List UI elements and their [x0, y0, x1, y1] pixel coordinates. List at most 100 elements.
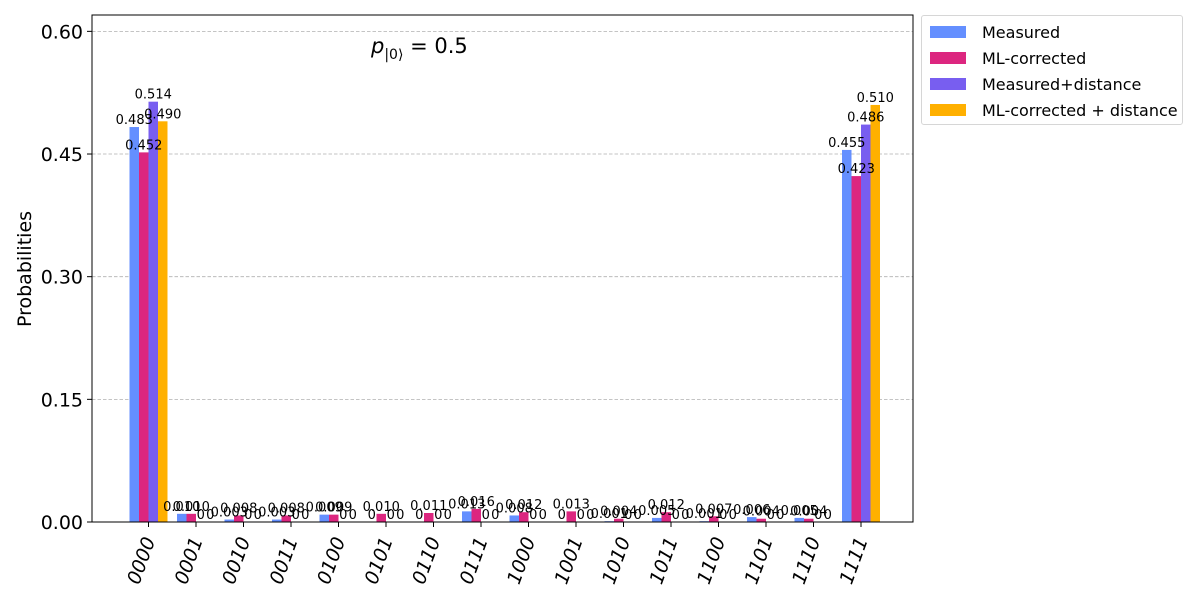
bar-measured	[272, 519, 282, 522]
y-tick-label: 0.60	[41, 21, 83, 43]
bar-measured	[747, 517, 757, 522]
data-label: 0.005	[638, 504, 675, 519]
legend-swatch	[930, 78, 966, 90]
y-tick-label: 0.15	[41, 389, 83, 411]
plot-frame	[91, 14, 914, 523]
x-tick-label: 1010	[598, 534, 635, 587]
bar-ml-corrected	[756, 518, 766, 522]
data-label: 0	[301, 508, 309, 523]
bar-ml-corrected	[709, 516, 719, 522]
data-label: 0.009	[306, 501, 343, 516]
bar-ml-corrected	[851, 176, 861, 522]
data-label: 0.010	[163, 500, 200, 515]
data-label: 0	[292, 508, 300, 523]
bar-ml-corrected	[566, 511, 576, 522]
data-label: 0	[824, 508, 832, 523]
data-label: 0.003	[211, 506, 248, 521]
data-label: 0	[349, 508, 357, 523]
x-tick-label: 1001	[550, 534, 587, 587]
data-label: 0.008	[220, 501, 257, 516]
x-tick-label: 1101	[740, 534, 777, 587]
data-label: 0.006	[733, 503, 770, 518]
data-label: 0.486	[847, 111, 884, 126]
bar-ml-corrected	[329, 514, 339, 522]
data-label: 0	[681, 508, 689, 523]
y-tick-label: 0.45	[41, 144, 83, 166]
bar-ml-corrected	[234, 515, 244, 522]
data-label: 0	[586, 508, 594, 523]
data-label: 0	[491, 508, 499, 523]
legend-swatch	[930, 52, 966, 64]
data-label: 0.483	[116, 113, 153, 128]
data-label: 0	[444, 508, 452, 523]
probability-annotation: p|0⟩ = 0.5	[370, 34, 468, 63]
bar-measured	[509, 515, 519, 522]
data-label: 0.005	[781, 504, 818, 519]
legend-entry: Measured+distance	[930, 71, 1174, 97]
bar-measured	[177, 513, 187, 522]
data-label: 0.008	[268, 501, 305, 516]
bar-ml-corrected	[376, 513, 386, 522]
data-label: 0	[482, 508, 490, 523]
x-tick-label: 1111	[835, 534, 872, 587]
bars	[129, 101, 880, 523]
x-tick-label: 1100	[693, 534, 730, 587]
x-tick-label: 1110	[788, 534, 825, 587]
data-label: 0.001	[591, 507, 628, 522]
bar-ml-corrected	[281, 515, 291, 522]
bar-ml-corrected	[471, 508, 481, 522]
data-label: 0	[368, 508, 376, 523]
x-tick-label: 1000	[503, 534, 540, 587]
bar-measured-distance	[861, 124, 871, 522]
data-label: 0	[729, 508, 737, 523]
data-label: 0.455	[828, 136, 865, 151]
data-label: 0.423	[838, 162, 875, 177]
annotation-rest: = 0.5	[403, 34, 467, 58]
bar-ml-corrected-distance	[870, 104, 880, 523]
bar-ml-corrected	[519, 512, 529, 522]
bar-ml-corrected	[614, 518, 624, 522]
data-label: 0	[339, 508, 347, 523]
legend-entry: Measured	[930, 19, 1174, 45]
y-axis-label: Probabilities	[14, 211, 36, 327]
legend-swatch	[930, 26, 966, 38]
x-tick-label: 0011	[265, 534, 302, 587]
data-label: 0.452	[125, 138, 162, 153]
data-label: 0.001	[686, 507, 723, 522]
data-label: 0	[197, 508, 205, 523]
data-label: 0	[814, 508, 822, 523]
x-tick-label: 0101	[360, 534, 397, 587]
annotation-main: p	[370, 34, 384, 58]
x-tick-label: 0111	[455, 534, 492, 587]
x-tick-label: 0001	[170, 534, 207, 587]
data-label: 0.010	[173, 500, 210, 515]
gridlines	[92, 30, 913, 400]
bar-measured-distance	[148, 101, 158, 522]
data-label: 0.004	[790, 505, 827, 520]
data-label: 0	[672, 508, 680, 523]
data-label: 0	[254, 508, 262, 523]
x-tick-label: 1011	[645, 534, 682, 587]
data-label: 0	[396, 508, 404, 523]
data-label: 0.016	[458, 495, 495, 510]
data-label: 0	[767, 508, 775, 523]
data-label: 0.010	[363, 500, 400, 515]
data-label: 0	[776, 508, 784, 523]
data-label: 0.013	[448, 497, 485, 512]
bar-ml-corrected	[661, 512, 671, 522]
data-label: 0.008	[496, 501, 533, 516]
data-label: 0	[577, 508, 585, 523]
data-label: 0	[387, 508, 395, 523]
data-label: 0	[415, 508, 423, 523]
data-label: 0	[434, 508, 442, 523]
x-tick-label: 0110	[408, 534, 445, 587]
legend-swatch	[930, 104, 966, 116]
bar-ml-corrected-distance	[158, 121, 168, 522]
bar-ml-corrected	[139, 152, 149, 522]
data-label: 0.004	[743, 505, 780, 520]
bar-measured	[319, 514, 329, 522]
bar-measured	[652, 517, 662, 522]
annotation-subscript: |0⟩	[384, 47, 403, 63]
x-tick-label: 0000	[123, 534, 160, 587]
